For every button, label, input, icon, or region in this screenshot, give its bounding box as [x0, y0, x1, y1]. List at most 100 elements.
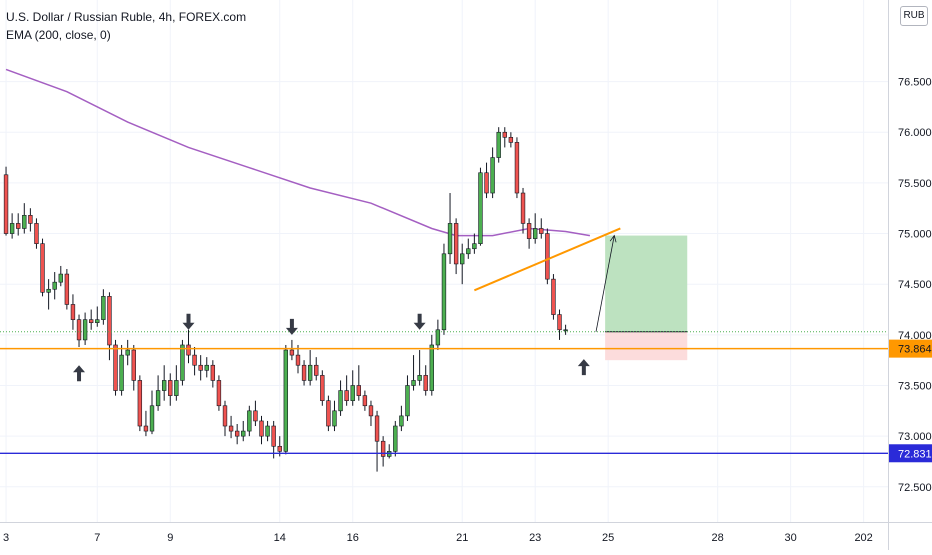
- currency-badge[interactable]: RUB: [900, 6, 928, 26]
- candle-body: [113, 344, 118, 391]
- candle-body: [350, 385, 355, 401]
- candle-body: [307, 364, 313, 381]
- candle-body: [374, 415, 380, 442]
- candle-body: [180, 344, 185, 381]
- candle-body: [228, 425, 234, 432]
- candle-body: [466, 248, 471, 255]
- candle-body: [441, 253, 447, 331]
- candle: [180, 339, 185, 386]
- x-tick-label: 14: [274, 532, 286, 544]
- candle: [70, 294, 76, 330]
- candle-body: [222, 405, 228, 427]
- position-stop-zone: [605, 331, 688, 361]
- candle: [399, 405, 404, 432]
- candle-body: [393, 425, 398, 452]
- y-tick-label: 73.000: [898, 431, 932, 443]
- candle-body: [289, 349, 295, 356]
- candle-body: [3, 174, 9, 234]
- candle: [429, 334, 434, 396]
- candle-body: [234, 430, 240, 437]
- candle: [484, 162, 489, 199]
- candle: [533, 213, 538, 244]
- candle: [16, 213, 21, 236]
- support-price-label: 73.864: [898, 344, 932, 356]
- x-tick-label: 16: [347, 532, 359, 544]
- candle: [34, 218, 39, 249]
- candle-body: [192, 354, 197, 366]
- candle: [82, 312, 88, 345]
- candle-body: [362, 395, 368, 407]
- candle-body: [332, 410, 337, 427]
- candle: [3, 166, 9, 236]
- candle: [435, 319, 441, 351]
- candle: [9, 213, 15, 239]
- y-tick-label: 75.000: [898, 229, 932, 241]
- candle-body: [429, 344, 434, 391]
- candle: [265, 420, 270, 442]
- candle-body: [301, 364, 307, 381]
- candle: [40, 238, 45, 297]
- candle: [539, 218, 544, 239]
- candle: [143, 410, 149, 437]
- candle: [101, 289, 106, 325]
- candle-body: [137, 380, 143, 427]
- candle: [149, 390, 155, 435]
- candle: [508, 132, 514, 148]
- candle: [502, 127, 507, 148]
- candle: [52, 272, 57, 300]
- candle-body: [155, 390, 161, 407]
- candle: [344, 375, 349, 406]
- x-tick-label: 21: [456, 532, 468, 544]
- position-target-zone: [605, 235, 688, 332]
- candle: [545, 228, 550, 285]
- candle: [210, 360, 216, 388]
- candle-body: [149, 405, 155, 432]
- candle: [472, 233, 477, 254]
- candle: [460, 243, 465, 285]
- candle: [119, 344, 124, 396]
- candle-body: [539, 228, 544, 234]
- x-tick-label: 7: [94, 532, 100, 544]
- candle-body: [484, 172, 489, 194]
- candle: [338, 380, 343, 416]
- candle-body: [89, 319, 94, 323]
- candle-body: [460, 253, 465, 265]
- candle: [496, 127, 501, 163]
- x-tick-label: 9: [167, 532, 173, 544]
- candle-body: [58, 273, 63, 283]
- candle: [137, 375, 143, 432]
- candle-body: [107, 296, 112, 346]
- candle-body: [125, 349, 130, 356]
- candle-body: [9, 223, 15, 234]
- candle-body: [259, 420, 264, 437]
- up-arrow-icon: [73, 365, 86, 382]
- candle: [186, 329, 191, 364]
- candle: [350, 370, 355, 406]
- chart-legend: U.S. Dollar / Russian Ruble, 4h, FOREX.c…: [6, 8, 246, 44]
- lower-price-label: 72.831: [898, 448, 932, 460]
- candle: [551, 274, 556, 320]
- y-tick-label: 74.500: [898, 279, 932, 291]
- candle: [490, 147, 495, 199]
- candle-body: [533, 228, 538, 239]
- x-tick-label: 202: [854, 532, 872, 544]
- y-tick-label: 75.500: [898, 178, 932, 190]
- ema-200-line: [5, 68, 591, 237]
- candle: [520, 187, 526, 234]
- candle-body: [161, 380, 167, 391]
- x-tick-label: 30: [785, 532, 797, 544]
- candle-body: [216, 380, 222, 407]
- candle: [362, 390, 368, 411]
- support-price-label-bg: [889, 339, 932, 358]
- candle: [228, 415, 234, 439]
- candle-body: [496, 131, 501, 158]
- down-arrow-icon: [413, 313, 426, 330]
- candle-body: [119, 354, 124, 391]
- candle: [289, 339, 295, 361]
- candle: [198, 355, 203, 381]
- candle: [76, 314, 82, 348]
- candle-body: [417, 375, 422, 381]
